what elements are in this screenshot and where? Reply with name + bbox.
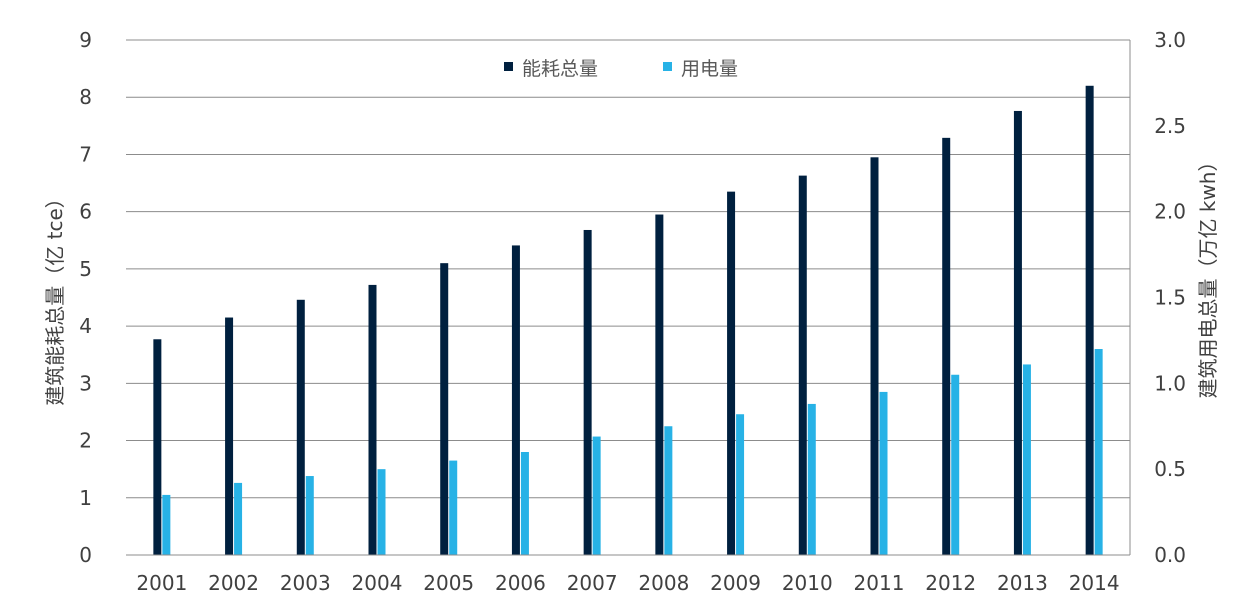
left-tick-label: 3 (79, 371, 92, 395)
left-tick-label: 2 (79, 429, 92, 453)
bar-series-0-2014 (1085, 85, 1094, 556)
legend-label-series-1: 用电量 (681, 58, 738, 80)
bar-series-0-2005 (440, 263, 449, 555)
bar-series-1-2004 (377, 469, 386, 555)
left-tick-label: 5 (79, 257, 92, 281)
bar-series-0-2006 (511, 245, 520, 555)
x-tick-label: 2002 (208, 571, 259, 595)
left-tick-label: 8 (79, 85, 92, 109)
right-tick-label: 0.0 (1154, 543, 1186, 567)
right-axis-ticks: 0.0 0.5 1.0 1.5 2.0 2.5 3.0 (1154, 28, 1186, 567)
right-axis-label: 建筑用电总量（万亿 kwh） (1196, 152, 1220, 399)
gridlines (126, 39, 1130, 499)
left-axis-ticks: 0 1 2 3 4 5 6 7 8 9 (79, 28, 92, 567)
x-tick-label: 2001 (136, 571, 187, 595)
x-tick-label: 2012 (925, 571, 976, 595)
x-tick-label: 2014 (1069, 571, 1120, 595)
bar-series-0-2007 (583, 229, 592, 555)
bar-series-0-2012 (942, 137, 951, 555)
x-tick-label: 2003 (280, 571, 331, 595)
bar-series-1-2006 (520, 452, 529, 555)
x-tick-label: 2013 (997, 571, 1048, 595)
right-tick-label: 0.5 (1154, 457, 1186, 481)
left-tick-label: 9 (79, 28, 92, 52)
x-axis-ticks: 2001 2002 2003 2004 2005 2006 2007 2008 2009 2010… (136, 571, 1119, 595)
x-tick-label: 2006 (495, 571, 546, 595)
right-tick-label: 2.5 (1154, 114, 1186, 138)
legend: 能耗总量 用电量 (504, 58, 738, 80)
left-tick-label: 7 (79, 142, 92, 166)
right-tick-label: 3.0 (1154, 28, 1186, 52)
x-tick-label: 2007 (567, 571, 618, 595)
x-tick-label: 2009 (710, 571, 761, 595)
left-tick-label: 4 (79, 314, 92, 338)
bar-series-0-2003 (296, 299, 305, 555)
left-tick-label: 0 (79, 543, 92, 567)
bar-series-1-2010 (807, 403, 816, 555)
left-tick-label: 6 (79, 200, 92, 224)
bar-series-1-2014 (1094, 349, 1103, 555)
legend-label-series-0: 能耗总量 (522, 58, 598, 80)
legend-swatch-series-0 (504, 62, 513, 71)
bar-series-1-2013 (1022, 364, 1031, 555)
x-tick-label: 2011 (854, 571, 905, 595)
bar-series-1-2008 (664, 426, 673, 555)
bar-series-0-2011 (870, 157, 879, 556)
bar-series-1-2003 (305, 476, 314, 555)
bar-series-0-2008 (655, 214, 664, 555)
bar-series-0-2004 (368, 284, 377, 555)
x-tick-label: 2010 (782, 571, 833, 595)
axes (126, 40, 1131, 556)
x-tick-label: 2004 (352, 571, 403, 595)
left-axis-label: 建筑能耗总量（亿 tce） (43, 188, 67, 406)
x-tick-label: 2008 (638, 571, 689, 595)
bar-series-1-2002 (234, 482, 243, 555)
right-tick-label: 1.5 (1154, 286, 1186, 310)
bar-series-0-2001 (153, 339, 162, 555)
bar-series-1-2011 (879, 391, 888, 555)
bar-series-0-2009 (727, 191, 736, 555)
bar-series-1-2001 (162, 494, 171, 555)
x-tick-label: 2005 (423, 571, 474, 595)
bar-series-1-2007 (592, 436, 601, 555)
bar-series-0-2002 (225, 317, 234, 555)
bar-series-0-2013 (1013, 110, 1022, 555)
bar-series-0-2010 (798, 175, 807, 555)
bar-series-1-2009 (736, 414, 745, 555)
legend-swatch-series-1 (663, 62, 672, 71)
right-tick-label: 1.0 (1154, 371, 1186, 395)
bar-series-1-2005 (449, 460, 458, 555)
bar-series-1-2012 (951, 374, 960, 555)
bars (153, 85, 1103, 556)
left-tick-label: 1 (79, 486, 92, 510)
right-tick-label: 2.0 (1154, 200, 1186, 224)
